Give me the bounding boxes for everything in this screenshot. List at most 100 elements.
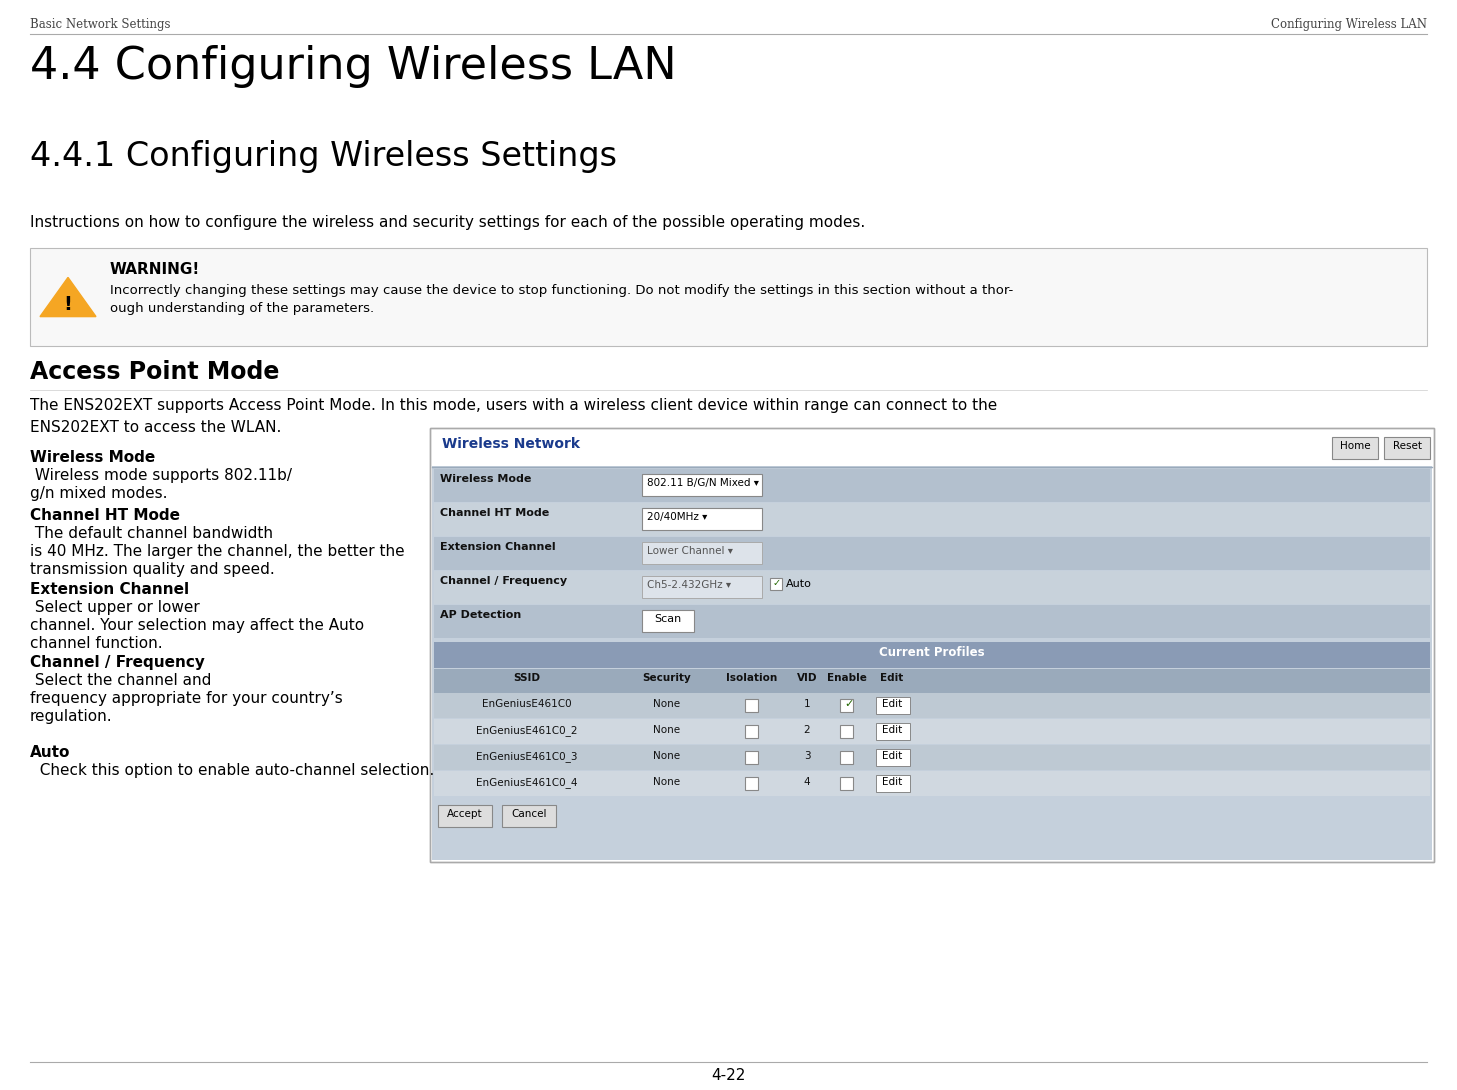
Text: None: None [653,699,680,709]
Text: Reset: Reset [1393,441,1422,451]
Bar [643,542,762,564]
Bar [430,428,1434,862]
Text: 4: 4 [804,777,810,787]
Text: Wireless Mode: Wireless Mode [31,450,156,465]
Text: Scan: Scan [654,614,682,623]
Text: Select upper or lower: Select upper or lower [31,600,200,615]
Bar [431,429,1432,860]
Text: Current Profiles: Current Profiles [879,646,985,659]
Text: is 40 MHz. The larger the channel, the better the: is 40 MHz. The larger the channel, the b… [31,544,405,559]
Text: ENS202EXT to access the WLAN.: ENS202EXT to access the WLAN. [31,420,281,435]
Bar [434,469,1429,502]
Text: Ch5-2.432GHz ▾: Ch5-2.432GHz ▾ [647,580,731,590]
Text: Auto: Auto [31,744,70,760]
Bar [876,723,911,740]
Text: g/n mixed modes.: g/n mixed modes. [31,486,168,501]
Text: EnGeniusE461C0: EnGeniusE461C0 [482,699,571,709]
Text: Wireless Mode: Wireless Mode [440,474,532,484]
Text: Incorrectly changing these settings may cause the device to stop functioning. Do: Incorrectly changing these settings may … [109,284,1013,296]
Polygon shape [39,277,96,316]
Text: frequency appropriate for your country’s: frequency appropriate for your country’s [31,691,342,706]
Text: SSID: SSID [513,673,541,683]
Text: channel. Your selection may affect the Auto: channel. Your selection may affect the A… [31,618,364,633]
Text: Edit: Edit [881,699,902,709]
Text: 4.4.1 Configuring Wireless Settings: 4.4.1 Configuring Wireless Settings [31,140,616,173]
Text: Lower Channel ▾: Lower Channel ▾ [647,546,733,556]
Text: regulation.: regulation. [31,708,112,724]
Text: Accept: Accept [447,809,482,819]
Bar [434,719,1429,744]
Text: 4-22: 4-22 [711,1068,746,1083]
Bar [434,642,1429,668]
Text: Edit: Edit [881,751,902,761]
Bar [503,806,557,827]
Text: None: None [653,777,680,787]
Bar [745,777,758,790]
Text: Home: Home [1339,441,1371,451]
Text: !: ! [64,295,73,315]
Bar [434,571,1429,604]
Bar [1384,437,1429,459]
Bar [643,610,694,632]
Bar [841,725,852,738]
Text: Extension Channel: Extension Channel [440,542,555,552]
Text: 2: 2 [804,725,810,735]
Text: Edit: Edit [881,725,902,735]
Bar [841,751,852,764]
Bar [876,749,911,766]
Bar [434,605,1429,638]
Text: Select the channel and: Select the channel and [31,673,211,688]
Bar [431,429,1432,467]
Text: AP Detection: AP Detection [440,610,522,620]
Text: Channel HT Mode: Channel HT Mode [440,508,549,518]
Text: EnGeniusE461C0_4: EnGeniusE461C0_4 [476,777,578,788]
Text: Wireless Network: Wireless Network [441,437,580,451]
Bar [841,777,852,790]
Bar [1332,437,1378,459]
Bar [643,474,762,496]
Bar [434,771,1429,796]
Text: Cancel: Cancel [511,809,546,819]
Bar [434,669,1429,693]
Bar [439,806,492,827]
Text: Auto: Auto [785,579,812,589]
Text: 1: 1 [804,699,810,709]
Bar [434,693,1429,718]
Text: 3: 3 [804,751,810,761]
Text: Configuring Wireless LAN: Configuring Wireless LAN [1271,19,1426,31]
Bar [643,508,762,530]
Text: Edit: Edit [881,777,902,787]
Bar [876,775,911,792]
Bar [745,699,758,712]
Bar [745,751,758,764]
Text: 802.11 B/G/N Mixed ▾: 802.11 B/G/N Mixed ▾ [647,479,759,488]
Text: None: None [653,751,680,761]
Text: ✓: ✓ [844,699,854,709]
Text: Channel / Frequency: Channel / Frequency [31,655,205,670]
Text: Channel / Frequency: Channel / Frequency [440,576,567,586]
Text: The default channel bandwidth: The default channel bandwidth [31,526,272,541]
Bar [876,697,911,714]
Text: The ENS202EXT supports Access Point Mode. In this mode, users with a wireless cl: The ENS202EXT supports Access Point Mode… [31,398,997,413]
Bar [434,502,1429,536]
Text: ough understanding of the parameters.: ough understanding of the parameters. [109,302,374,315]
Text: Basic Network Settings: Basic Network Settings [31,19,170,31]
Text: Wireless mode supports 802.11b/: Wireless mode supports 802.11b/ [31,468,291,483]
Bar [430,428,1434,862]
Text: None: None [653,725,680,735]
Text: WARNING!: WARNING! [109,262,200,277]
Bar [434,537,1429,570]
Text: EnGeniusE461C0_2: EnGeniusE461C0_2 [476,725,578,736]
Bar [434,744,1429,770]
Text: 20/40MHz ▾: 20/40MHz ▾ [647,512,708,522]
Bar [745,725,758,738]
Text: Security: Security [643,673,692,683]
Text: transmission quality and speed.: transmission quality and speed. [31,562,275,577]
Text: Enable: Enable [828,673,867,683]
Text: Check this option to enable auto-channel selection.: Check this option to enable auto-channel… [31,763,434,778]
Text: ✓: ✓ [774,578,781,588]
Text: Isolation: Isolation [727,673,778,683]
Text: Extension Channel: Extension Channel [31,582,189,597]
Text: Instructions on how to configure the wireless and security settings for each of : Instructions on how to configure the wir… [31,215,865,230]
Text: EnGeniusE461C0_3: EnGeniusE461C0_3 [476,751,578,762]
